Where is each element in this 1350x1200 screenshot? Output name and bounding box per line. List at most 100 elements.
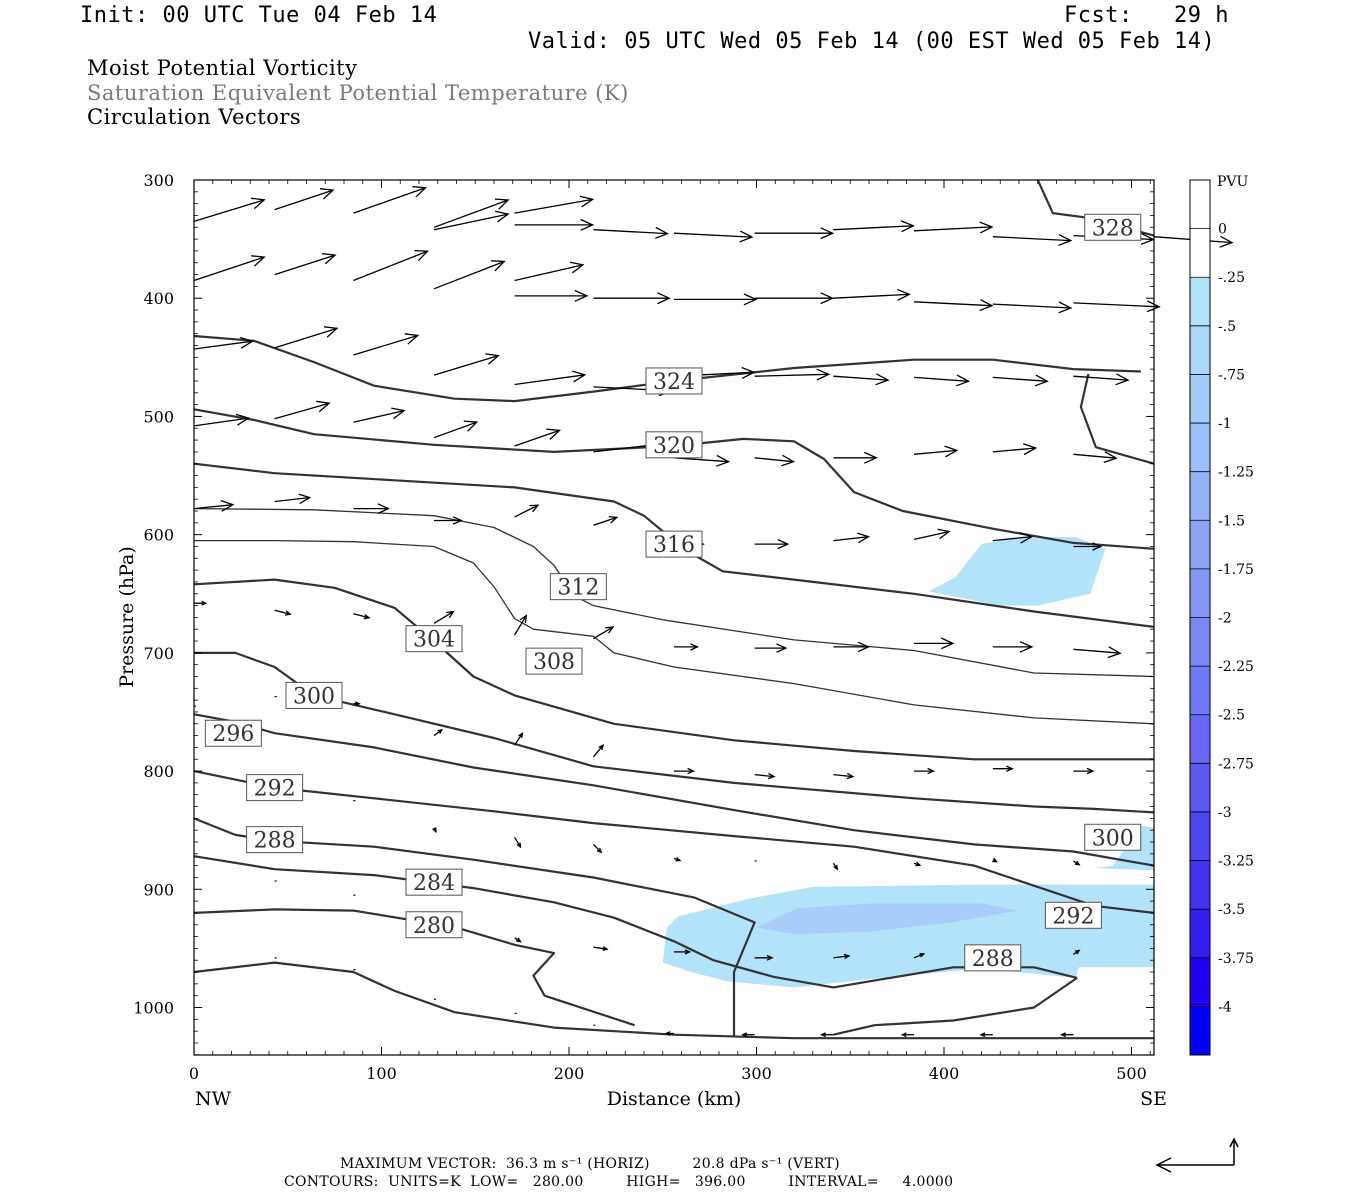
circulation-vector xyxy=(274,326,339,349)
colorbar-swatch xyxy=(1190,811,1210,862)
x-tick-label: 300 xyxy=(741,1064,772,1083)
circulation-vector xyxy=(674,767,696,775)
colorbar-swatch xyxy=(1190,374,1210,424)
circulation-vector xyxy=(353,333,420,356)
circulation-vector xyxy=(754,292,835,305)
colorbar-swatch xyxy=(1190,714,1210,764)
circulation-vector xyxy=(274,493,312,505)
svg-text:284: 284 xyxy=(413,871,455,896)
circulation-vector xyxy=(274,252,337,276)
svg-text:300: 300 xyxy=(293,684,335,709)
colorbar-tick-label: -2.25 xyxy=(1218,659,1254,675)
circulation-vector xyxy=(193,413,251,427)
circulation-vector xyxy=(353,407,406,423)
pv-shaded-region-0 xyxy=(929,537,1106,606)
svg-text:292: 292 xyxy=(254,777,296,802)
colorbar-tick-label: 0 xyxy=(1218,222,1227,238)
colorbar-tick-label: -3.75 xyxy=(1218,951,1254,967)
circulation-vector xyxy=(194,600,208,606)
circulation-vector xyxy=(433,610,455,624)
circulation-vector xyxy=(514,428,562,447)
colorbar-tick-label: -2.5 xyxy=(1218,708,1245,724)
contour-label: 328 xyxy=(1084,213,1142,241)
contour-288 xyxy=(833,976,1078,1036)
svg-text:288: 288 xyxy=(972,947,1014,972)
circulation-vector xyxy=(514,504,540,518)
x-tick-label: 200 xyxy=(554,1064,585,1083)
circulation-vector xyxy=(514,836,522,849)
circulation-vector xyxy=(754,772,776,780)
circulation-vector xyxy=(514,261,585,282)
colorbar-swatch xyxy=(1190,617,1210,667)
colorbar-swatch xyxy=(1190,423,1210,473)
circulation-vector xyxy=(913,528,951,541)
contour-label: 280 xyxy=(405,911,463,939)
y-tick-label: 400 xyxy=(143,289,174,308)
circulation-vector xyxy=(833,373,890,386)
reference-vector-icon xyxy=(1155,1137,1239,1173)
contour-label: 296 xyxy=(204,719,262,747)
x-tick-label: 100 xyxy=(366,1064,397,1083)
circulation-vector xyxy=(913,953,926,959)
circulation-vector xyxy=(433,210,510,231)
contour-label: 300 xyxy=(1084,823,1142,851)
circulation-vector xyxy=(992,234,1073,247)
circulation-vector xyxy=(754,368,831,381)
circulation-vector xyxy=(664,1031,674,1036)
svg-text:300: 300 xyxy=(1092,826,1134,851)
y-tick-label: 1000 xyxy=(133,999,174,1018)
circulation-vector xyxy=(193,336,255,350)
colorbar-tick-label: -1.25 xyxy=(1218,465,1254,481)
circulation-vector xyxy=(673,857,682,862)
circulation-vector xyxy=(433,260,506,290)
contour-label: 288 xyxy=(964,944,1022,972)
circulation-vector xyxy=(754,954,774,961)
circulation-vector xyxy=(913,861,922,867)
contour-label: 292 xyxy=(246,774,304,802)
circulation-vector xyxy=(820,1032,834,1038)
colorbar-swatch xyxy=(1190,860,1210,910)
x-tick-label: 500 xyxy=(1116,1064,1147,1083)
circulation-vector xyxy=(593,946,609,952)
y-tick-label: 300 xyxy=(143,171,174,190)
x-tick-label: 400 xyxy=(929,1064,960,1083)
circulation-vector xyxy=(992,443,1038,456)
x-axis-label: Distance (km) xyxy=(607,1088,742,1110)
circulation-vector xyxy=(353,613,371,620)
colorbar-tick-label: -2.75 xyxy=(1218,756,1254,772)
circulation-vector xyxy=(674,643,699,651)
colorbar-swatch xyxy=(1190,568,1210,618)
circulation-vector xyxy=(1073,451,1118,464)
circulation-vector xyxy=(914,637,955,650)
colorbar-tick-label: -3 xyxy=(1218,805,1232,821)
contour-label: 320 xyxy=(645,431,703,459)
circulation-vector xyxy=(992,641,1034,653)
contour-label: 324 xyxy=(645,367,703,395)
circulation-vector xyxy=(274,188,335,211)
circulation-vector xyxy=(979,1032,993,1038)
circulation-vector xyxy=(592,843,603,854)
circulation-vector xyxy=(992,301,1073,314)
contour-labels: 328 324 320 316 312 308 304 300 300 296 292 292 288 2… xyxy=(204,213,1142,972)
circulation-vector xyxy=(992,531,1034,544)
circulation-vector xyxy=(833,532,871,544)
colorbar-tick-label: -.5 xyxy=(1218,319,1236,335)
title-theta-es: Saturation Equivalent Potential Temperat… xyxy=(87,81,629,105)
contour-label: 300 xyxy=(285,681,343,709)
circulation-vectors xyxy=(193,185,1234,1038)
colorbar-swatch xyxy=(1190,471,1210,521)
y-axis-label: Pressure (hPa) xyxy=(116,546,138,688)
circulation-vector xyxy=(593,292,671,305)
circulation-vector xyxy=(514,195,595,214)
contour-324 xyxy=(1079,373,1155,465)
forecast-hour: Fcst: 29 h xyxy=(1064,3,1229,28)
colorbar-swatch xyxy=(1190,277,1210,327)
pv-colorbar: 0 -.25 -.5 -.75 -1 -1.25 -1.5 -1.75 -2 -2.25 -2.5 -… xyxy=(1189,179,1254,1056)
circulation-vector xyxy=(833,772,855,780)
circulation-vector xyxy=(833,641,871,653)
circulation-vector xyxy=(1060,1032,1074,1038)
svg-text:320: 320 xyxy=(653,434,695,459)
circulation-vector xyxy=(433,198,510,228)
title-vectors: Circulation Vectors xyxy=(87,105,302,129)
y-tick-label: 900 xyxy=(143,880,174,899)
